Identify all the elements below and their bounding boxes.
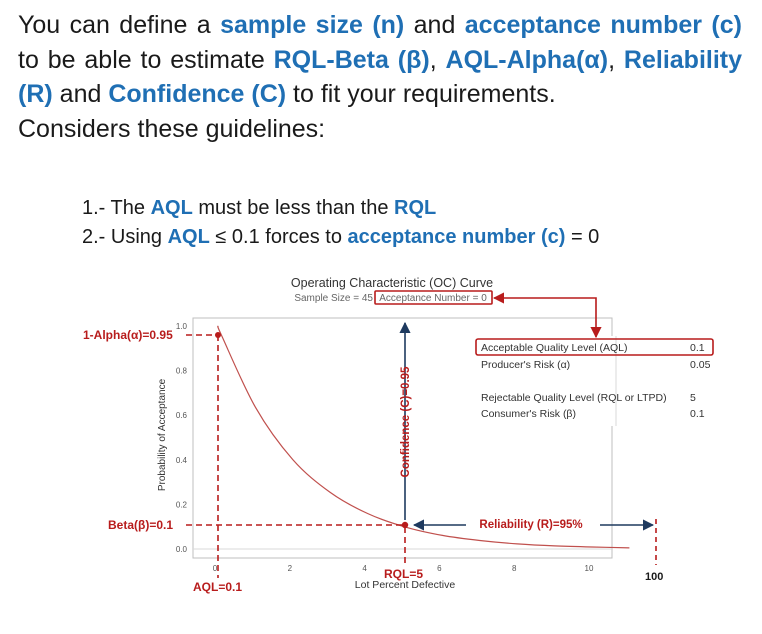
y-tick-label: 0.0: [176, 545, 188, 554]
hundred-label: 100: [645, 571, 663, 583]
y-tick-label: 0.4: [176, 456, 188, 465]
x-tick-label: 10: [585, 564, 594, 573]
aql-alpha-term: AQL-Alpha(α): [445, 45, 609, 74]
confidence-term: Confidence (C): [108, 80, 287, 108]
reliability-term: Reliability (R): [18, 45, 743, 109]
chart-subtitle-sample: Sample Size = 45: [294, 293, 373, 304]
intro-paragraph: You can define a sample size (n) and acc…: [18, 11, 743, 143]
consumer-risk-value: 0.1: [690, 408, 705, 420]
x-tick-label: 4: [362, 564, 367, 573]
acceptance-number-term: acceptance number (c): [464, 11, 742, 39]
chart-subtitle-acceptance: Acceptance Number = 0: [379, 293, 487, 304]
reliability-annotation: Reliability (R)=95%: [479, 519, 582, 531]
acceptance-number-box: [374, 290, 493, 305]
guidelines-list: 1.- The AQL must be less than the RQL 2.…: [82, 194, 599, 252]
x-tick-label: 0: [213, 564, 218, 573]
x-tick-label: 2: [288, 564, 293, 573]
rql-annotation: RQL=5: [384, 567, 423, 581]
confidence-annotation: Confidence (C)=0.95: [400, 366, 412, 477]
x-tick-label: 6: [437, 564, 442, 573]
y-tick-labels: 1.0 0.8 0.6 0.4 0.2 0.0: [176, 322, 188, 554]
producer-risk-label: Producer's Risk (α): [481, 359, 570, 371]
considers-line: Considers these guidelines:: [18, 114, 326, 143]
aql-param-label: Acceptable Quality Level (AQL): [481, 342, 628, 354]
guideline-1: 1.- The AQL must be less than the RQL: [82, 197, 437, 219]
sample-size-term: sample size (n): [220, 11, 405, 39]
x-tick-labels: 0 2 4 6 8 10: [213, 564, 594, 573]
consumer-risk-label: Consumer's Risk (β): [481, 408, 576, 420]
guideline-2: 2.- Using AQL ≤ 0.1 forces to acceptance…: [82, 226, 600, 248]
beta-point: [401, 521, 409, 529]
y-tick-label: 0.8: [176, 367, 188, 376]
acceptance-connector-arrow: [492, 292, 602, 339]
rql-param-value: 5: [690, 392, 696, 404]
alpha-annotation: 1-Alpha(α)=0.95: [83, 328, 173, 342]
y-tick-label: 0.2: [176, 500, 188, 509]
producer-risk-value: 0.05: [690, 359, 711, 371]
aql-param-value: 0.1: [690, 342, 705, 354]
aql-highlight-box: [475, 338, 714, 356]
aql-annotation: AQL=0.1: [193, 580, 242, 594]
table-background: [476, 336, 616, 426]
y-tick-label: 0.6: [176, 411, 188, 420]
alpha-point: [215, 332, 221, 338]
x-axis-label: Lot Percent Defective: [355, 579, 456, 591]
y-tick-label: 1.0: [176, 322, 188, 331]
plot-frame: [192, 317, 613, 559]
y-axis-label: Probability of Acceptance: [157, 378, 168, 491]
rql-param-label: Rejectable Quality Level (RQL or LTPD): [481, 392, 667, 404]
beta-annotation: Beta(β)=0.1: [108, 518, 173, 532]
chart-title: Operating Characteristic (OC) Curve: [291, 276, 493, 290]
rql-beta-term: RQL-Beta (β): [273, 45, 430, 74]
x-tick-label: 8: [512, 564, 517, 573]
